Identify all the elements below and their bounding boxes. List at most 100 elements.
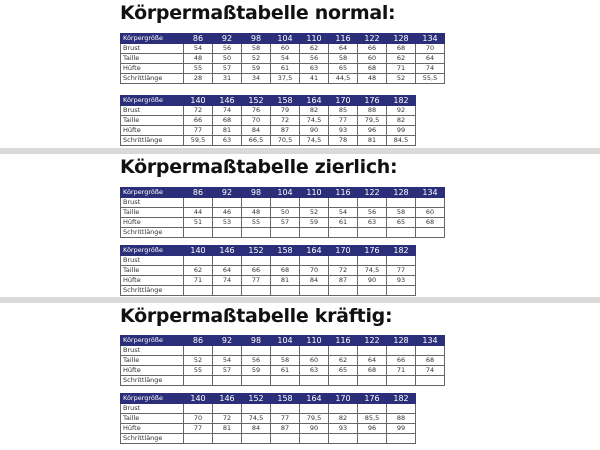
table-row: Brust [120, 345, 445, 356]
cell [241, 375, 271, 386]
cell [357, 345, 387, 356]
cell: 96 [357, 125, 387, 136]
table-row: Schrittlänge [120, 285, 416, 296]
row-label: Schrittlänge [120, 135, 184, 146]
cell: 99 [386, 125, 416, 136]
row-label: Schrittlänge [120, 375, 184, 386]
cell [357, 227, 387, 238]
table-row: Hüfte 55 57 59 61 63 65 68 71 74 [120, 63, 445, 74]
table-row: Taille 52 54 56 58 60 62 64 66 68 [120, 355, 445, 366]
table-row: Taille 70 72 74,5 77 79,5 82 85,5 88 [120, 413, 416, 424]
table-row: Schrittlänge [120, 433, 416, 444]
cell: 70 [415, 43, 445, 54]
cell: 68 [212, 115, 242, 126]
cell: 48 [183, 53, 213, 64]
header-cell: 110 [299, 187, 329, 198]
cell [270, 345, 300, 356]
cell: 74 [212, 275, 242, 286]
cell [299, 403, 329, 414]
header-row: Körpergröße 86 92 98 104 110 116 122 128 134 [120, 335, 445, 346]
cell: 84,5 [386, 135, 416, 146]
cell: 53 [212, 217, 242, 228]
cell: 74 [212, 105, 242, 116]
cell: 54 [328, 207, 358, 218]
cell: 28 [183, 73, 213, 84]
header-cell: 176 [357, 245, 387, 256]
table-row: Taille 66 68 70 72 74,5 77 79,5 82 [120, 115, 416, 126]
table-row: Taille 44 46 48 50 52 54 56 58 60 [120, 207, 445, 218]
table-row: Brust 54 56 58 60 62 64 66 68 70 [120, 43, 445, 54]
cell: 44,5 [328, 73, 358, 84]
cell: 56 [299, 53, 329, 64]
cell: 74 [415, 63, 445, 74]
cell: 64 [328, 43, 358, 54]
section-title: Körpermaßtabelle zierlich: [120, 156, 398, 178]
header-row: Körpergröße 140 146 152 158 164 170 176 182 [120, 245, 416, 256]
header-cell: 86 [183, 33, 213, 44]
header-cell: 158 [270, 245, 300, 256]
header-cell: 182 [386, 95, 416, 106]
cell: 68 [357, 365, 387, 376]
cell: 93 [328, 423, 358, 434]
cell: 68 [415, 355, 445, 366]
header-cell: 146 [212, 95, 242, 106]
cell [270, 255, 300, 266]
cell [212, 345, 242, 356]
header-cell: 140 [183, 245, 213, 256]
header-cell: 170 [328, 95, 358, 106]
header-cell: 152 [241, 393, 271, 404]
size-table: Körpergröße 140 146 152 158 164 170 176 182 Brust… [120, 245, 416, 296]
cell [386, 403, 416, 414]
row-label: Taille [120, 413, 184, 424]
cell: 59 [241, 365, 271, 376]
cell: 74 [415, 365, 445, 376]
cell: 58 [386, 207, 416, 218]
cell: 99 [386, 423, 416, 434]
table-row: Hüfte 55 57 59 61 63 65 68 71 74 [120, 365, 445, 376]
cell: 81 [357, 135, 387, 146]
cell [241, 345, 271, 356]
cell: 84 [241, 423, 271, 434]
table-row: Brust [120, 197, 445, 208]
cell: 64 [415, 53, 445, 64]
header-cell: 116 [328, 335, 358, 346]
cell [357, 197, 387, 208]
header-cell: 92 [212, 33, 242, 44]
cell [386, 197, 416, 208]
cell: 68 [270, 265, 300, 276]
cell [386, 375, 416, 386]
cell [299, 345, 329, 356]
header-row: Körpergröße 86 92 98 104 110 116 122 128 134 [120, 33, 445, 44]
header-cell: 182 [386, 393, 416, 404]
cell: 60 [415, 207, 445, 218]
cell [328, 197, 358, 208]
cell [183, 197, 213, 208]
cell: 46 [212, 207, 242, 218]
header-cell: 98 [241, 187, 271, 198]
cell [241, 227, 271, 238]
header-cell: Körpergröße [120, 33, 184, 44]
row-label: Brust [120, 105, 184, 116]
cell [357, 285, 387, 296]
cell: 92 [386, 105, 416, 116]
row-label: Brust [120, 345, 184, 356]
row-label: Schrittlänge [120, 227, 184, 238]
header-cell: Körpergröße [120, 245, 184, 256]
table-row: Brust [120, 255, 416, 266]
cell: 88 [386, 413, 416, 424]
header-cell: 176 [357, 95, 387, 106]
cell: 81 [212, 423, 242, 434]
table-row: Brust 72 74 76 79 82 85 88 92 [120, 105, 416, 116]
cell: 70 [183, 413, 213, 424]
header-cell: 134 [415, 187, 445, 198]
cell: 55 [241, 217, 271, 228]
header-cell: 122 [357, 33, 387, 44]
cell [328, 255, 358, 266]
cell [270, 403, 300, 414]
cell: 74,5 [299, 135, 329, 146]
cell: 72 [212, 413, 242, 424]
cell: 65 [328, 63, 358, 74]
cell [357, 403, 387, 414]
row-label: Brust [120, 403, 184, 414]
cell: 56 [212, 43, 242, 54]
